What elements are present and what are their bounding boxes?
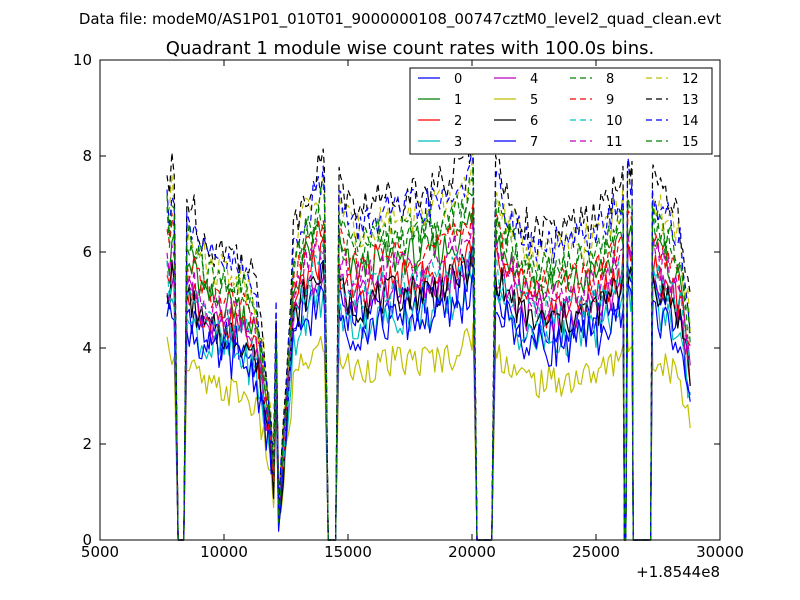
legend-label-6: 6	[530, 114, 538, 129]
series-line-15	[166, 165, 691, 541]
series-line-7	[166, 272, 691, 541]
chart-title: Quadrant 1 module wise count rates with …	[166, 38, 655, 59]
legend-label-15: 15	[682, 135, 699, 150]
legend-label-3: 3	[454, 135, 462, 150]
series-line-1	[166, 202, 691, 541]
legend-label-4: 4	[530, 72, 538, 87]
x-offset-label: +1.8544e8	[636, 563, 720, 581]
legend-label-11: 11	[606, 135, 623, 150]
legend-box	[409, 67, 713, 155]
series-line-9	[166, 203, 691, 541]
series-line-11	[166, 222, 691, 541]
y-tick-label: 8	[82, 147, 92, 165]
legend-label-7: 7	[530, 135, 538, 150]
y-tick-label: 0	[82, 531, 92, 549]
y-tick-label: 4	[82, 339, 92, 357]
y-tick-label: 10	[73, 51, 92, 69]
legend-label-10: 10	[606, 114, 623, 129]
y-tick-label: 2	[82, 435, 92, 453]
x-tick-label: 30000	[696, 543, 744, 561]
legend-label-2: 2	[454, 114, 462, 129]
series-line-12	[166, 152, 691, 541]
series-line-0	[166, 250, 691, 541]
legend-label-14: 14	[682, 114, 699, 129]
legend-label-12: 12	[682, 72, 699, 87]
series-line-3	[166, 267, 691, 541]
x-tick-label: 20000	[448, 543, 496, 561]
series-line-4	[166, 240, 691, 541]
series-layer	[166, 136, 691, 541]
legend-label-5: 5	[530, 93, 538, 108]
chart-suptitle: Data file: modeM0/AS1P01_010T01_90000001…	[79, 10, 721, 29]
x-tick-label: 15000	[324, 543, 372, 561]
series-line-10	[166, 241, 691, 541]
legend-label-1: 1	[454, 93, 462, 108]
legend-label-9: 9	[606, 93, 614, 108]
legend-label-13: 13	[682, 93, 699, 108]
x-tick-label: 5000	[81, 543, 119, 561]
legend-label-0: 0	[454, 72, 462, 87]
x-tick-label: 25000	[572, 543, 620, 561]
legend-label-8: 8	[606, 72, 614, 87]
series-line-8	[166, 188, 691, 541]
plot-area-frame	[99, 59, 721, 541]
series-line-6	[166, 245, 691, 541]
series-line-13	[166, 136, 691, 541]
x-tick-label: 10000	[200, 543, 248, 561]
series-line-14	[166, 149, 691, 541]
y-tick-label: 6	[82, 243, 92, 261]
series-line-5	[166, 322, 691, 541]
